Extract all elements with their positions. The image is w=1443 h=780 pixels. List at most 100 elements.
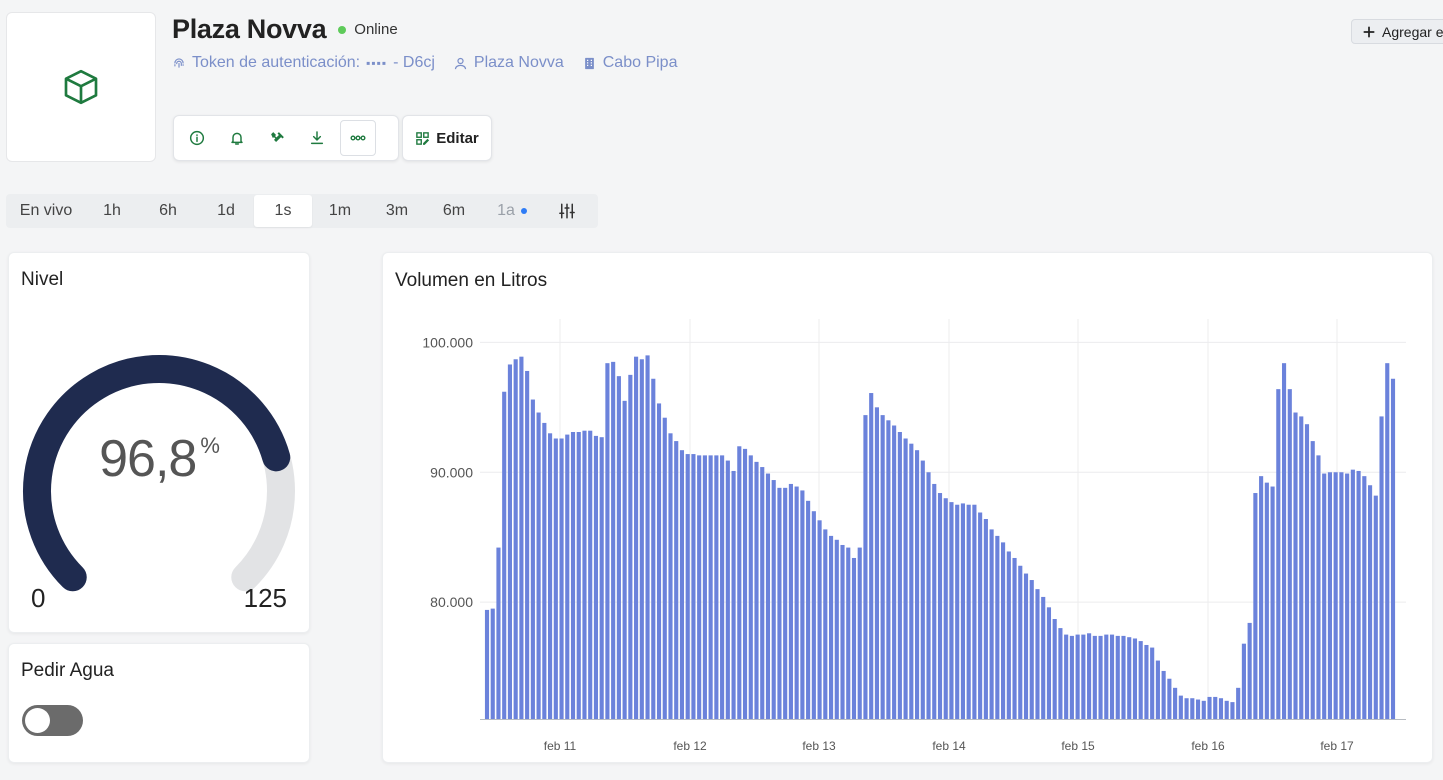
bar[interactable] (1368, 485, 1373, 719)
bar[interactable] (926, 472, 931, 719)
bar[interactable] (1046, 607, 1052, 719)
bar[interactable] (507, 364, 512, 719)
bar[interactable] (800, 490, 805, 719)
bar[interactable] (1115, 635, 1120, 719)
bar[interactable] (1041, 596, 1046, 719)
range-6m[interactable]: 6m (442, 202, 466, 219)
bar[interactable] (1201, 700, 1206, 719)
bar[interactable] (714, 455, 719, 719)
bar[interactable] (611, 361, 616, 719)
bar[interactable] (697, 455, 702, 719)
bar[interactable] (605, 363, 610, 719)
bar[interactable] (1173, 687, 1178, 719)
bar[interactable] (553, 438, 558, 719)
bar[interactable] (565, 434, 570, 719)
bar[interactable] (1058, 628, 1063, 719)
bar[interactable] (1167, 678, 1172, 719)
bar[interactable] (1052, 619, 1057, 719)
bar[interactable] (909, 443, 914, 719)
bar[interactable] (915, 450, 920, 719)
order-water-toggle[interactable] (22, 705, 83, 736)
bar[interactable] (519, 356, 524, 719)
bar[interactable] (582, 430, 587, 719)
bar[interactable] (1195, 699, 1201, 719)
bar[interactable] (685, 454, 690, 719)
bar[interactable] (897, 432, 902, 719)
bar[interactable] (754, 461, 759, 719)
bar[interactable] (1224, 700, 1229, 719)
bar[interactable] (1075, 634, 1080, 719)
bar[interactable] (806, 500, 811, 719)
bar[interactable] (989, 529, 994, 719)
bar[interactable] (496, 547, 501, 719)
bar[interactable] (1081, 634, 1086, 719)
bar[interactable] (559, 438, 564, 719)
bar[interactable] (1104, 634, 1109, 719)
bar[interactable] (748, 455, 753, 719)
range-live[interactable]: En vivo (19, 202, 73, 219)
bar[interactable] (1270, 486, 1275, 719)
bar[interactable] (708, 455, 713, 719)
bar[interactable] (1064, 634, 1069, 719)
bar[interactable] (1362, 476, 1367, 719)
range-1d[interactable]: 1d (217, 202, 235, 219)
bar[interactable] (857, 547, 862, 719)
bar[interactable] (599, 437, 604, 719)
bar[interactable] (668, 433, 673, 719)
bar[interactable] (731, 470, 736, 719)
range-1h[interactable]: 1h (103, 202, 121, 219)
range-1s[interactable]: 1s (254, 195, 312, 227)
bar[interactable] (1264, 482, 1269, 719)
info-button[interactable] (180, 121, 214, 155)
bar[interactable] (1310, 441, 1315, 719)
bar[interactable] (1276, 389, 1281, 719)
bar[interactable] (570, 432, 576, 719)
range-3m[interactable]: 3m (385, 202, 409, 219)
bar[interactable] (955, 504, 960, 719)
bar[interactable] (1029, 580, 1034, 719)
bar[interactable] (656, 403, 662, 719)
bar[interactable] (1190, 698, 1195, 719)
range-1m[interactable]: 1m (328, 202, 352, 219)
bar[interactable] (1035, 589, 1040, 719)
bar[interactable] (1333, 472, 1338, 719)
bar[interactable] (616, 376, 621, 719)
range-6h[interactable]: 6h (159, 202, 177, 219)
bar[interactable] (943, 498, 948, 719)
bar[interactable] (1006, 551, 1011, 719)
bar[interactable] (490, 608, 495, 719)
bar[interactable] (1087, 633, 1092, 719)
bar[interactable] (720, 455, 725, 719)
add-button[interactable]: Agregar e (1351, 19, 1443, 44)
bar[interactable] (1184, 698, 1189, 719)
bar[interactable] (1132, 638, 1138, 719)
bar[interactable] (588, 430, 593, 719)
bar[interactable] (1069, 635, 1074, 719)
bar[interactable] (1144, 644, 1149, 719)
bar[interactable] (840, 544, 845, 719)
bar[interactable] (1304, 424, 1310, 719)
bar[interactable] (702, 455, 707, 719)
bar[interactable] (1345, 473, 1350, 719)
bar[interactable] (1161, 670, 1166, 719)
bar[interactable] (978, 512, 983, 719)
bar[interactable] (725, 460, 730, 719)
bar[interactable] (1299, 416, 1304, 719)
bar[interactable] (960, 503, 965, 719)
bar[interactable] (1247, 622, 1252, 719)
bar[interactable] (1390, 378, 1396, 719)
bar[interactable] (530, 399, 535, 719)
bar[interactable] (1385, 363, 1390, 719)
bar[interactable] (903, 438, 908, 719)
bar[interactable] (1281, 363, 1287, 719)
bar[interactable] (645, 355, 650, 719)
bar[interactable] (1012, 557, 1017, 719)
bar[interactable] (1322, 473, 1327, 719)
bar[interactable] (536, 412, 541, 719)
bar[interactable] (502, 391, 507, 719)
bar[interactable] (1155, 660, 1160, 719)
bar[interactable] (742, 448, 748, 719)
bar[interactable] (1316, 455, 1321, 719)
bar[interactable] (886, 420, 891, 719)
bar[interactable] (525, 370, 530, 719)
